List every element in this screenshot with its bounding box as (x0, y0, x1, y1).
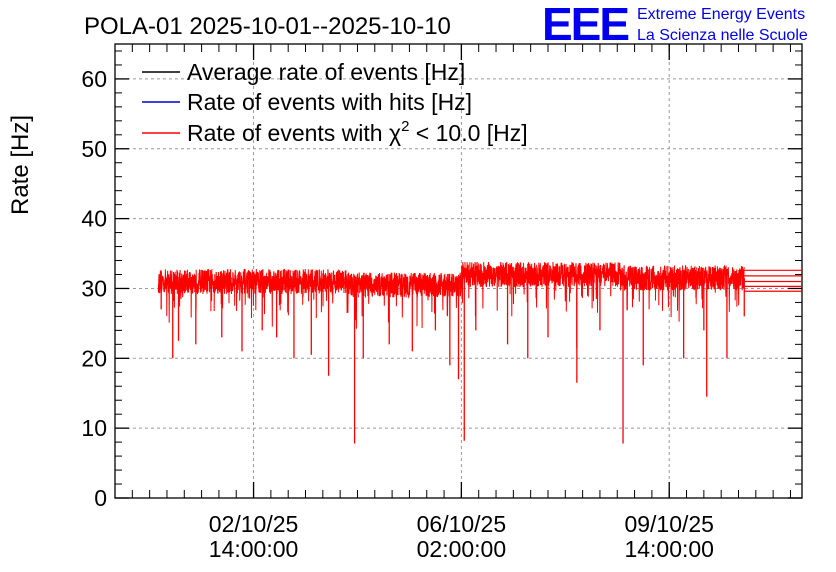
legend-label-chi2: Rate of events with χ2 < 10.0 [Hz] (187, 118, 528, 146)
y-axis-label: Rate [Hz] (7, 115, 34, 215)
x-tick-label-time: 14:00:00 (624, 536, 714, 562)
x-tick-label-time: 14:00:00 (209, 536, 299, 562)
logo-letters: EEE (542, 0, 628, 50)
logo-line-2: La Scienza nelle Scuole (637, 27, 808, 44)
legend: Average rate of events [Hz] Rate of even… (142, 59, 528, 146)
y-tick-label: 50 (81, 136, 107, 162)
series-chi2-rate (157, 261, 802, 444)
y-tick-label: 20 (81, 345, 107, 371)
x-tick-labels: 02/10/2514:00:0006/10/2502:00:0009/10/25… (209, 511, 714, 562)
chart-title: POLA-01 2025-10-01--2025-10-10 (84, 13, 451, 40)
logo-line-1: Extreme Energy Events (637, 6, 805, 23)
y-tick-label: 30 (81, 275, 107, 301)
legend-label-hits: Rate of events with hits [Hz] (187, 89, 472, 115)
y-tick-label: 0 (94, 485, 107, 511)
plot-frame (114, 43, 803, 499)
series-line (157, 261, 745, 330)
x-tick-label-date: 09/10/25 (624, 511, 714, 537)
eee-logo: EEE Extreme Energy Events La Scienza nel… (542, 0, 808, 50)
y-tick-label: 40 (81, 206, 107, 232)
x-tick-label-time: 02:00:00 (417, 536, 507, 562)
axis-ticks (114, 44, 802, 499)
x-tick-label-date: 02/10/25 (209, 511, 299, 537)
y-tick-label: 60 (81, 66, 107, 92)
x-tick-label-date: 06/10/25 (417, 511, 507, 537)
legend-label-average: Average rate of events [Hz] (187, 59, 465, 85)
grid-lines (115, 44, 802, 498)
y-tick-labels: 0 10 20 30 40 50 60 (81, 66, 107, 511)
y-tick-label: 10 (81, 415, 107, 441)
